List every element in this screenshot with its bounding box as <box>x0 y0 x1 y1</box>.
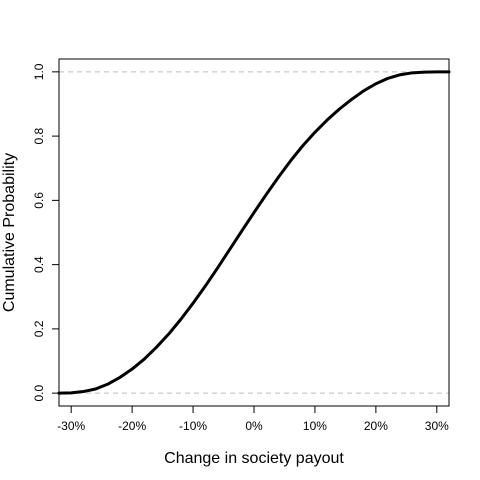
x-tick-label: -10% <box>179 419 207 433</box>
plot-frame <box>58 58 450 407</box>
y-tick-label: 0.2 <box>32 320 46 337</box>
y-tick-label: 0.8 <box>32 127 46 144</box>
x-tick-label: -20% <box>118 419 146 433</box>
x-axis-title: Change in society payout <box>164 450 344 467</box>
x-tick-label: -30% <box>57 419 85 433</box>
x-tick-label: 20% <box>364 419 388 433</box>
x-tick-label: 10% <box>303 419 327 433</box>
y-tick-label: 0.4 <box>32 256 46 273</box>
x-tick-label: 30% <box>425 419 449 433</box>
series-layer <box>57 70 451 395</box>
y-tick-label: 1.0 <box>32 63 46 80</box>
x-tick-label: 0% <box>245 419 263 433</box>
reference-lines <box>59 71 449 394</box>
y-axis-title: Cumulative Probability <box>1 153 18 312</box>
y-tick-label: 0.0 <box>32 384 46 401</box>
y-tick-label: 0.6 <box>32 192 46 209</box>
x-axis: -30% -20% -10% 0% 10% 20% 30% <box>57 405 449 433</box>
cdf-line <box>57 70 451 395</box>
y-axis: 0.0 0.2 0.4 0.6 0.8 1.0 <box>32 63 60 401</box>
